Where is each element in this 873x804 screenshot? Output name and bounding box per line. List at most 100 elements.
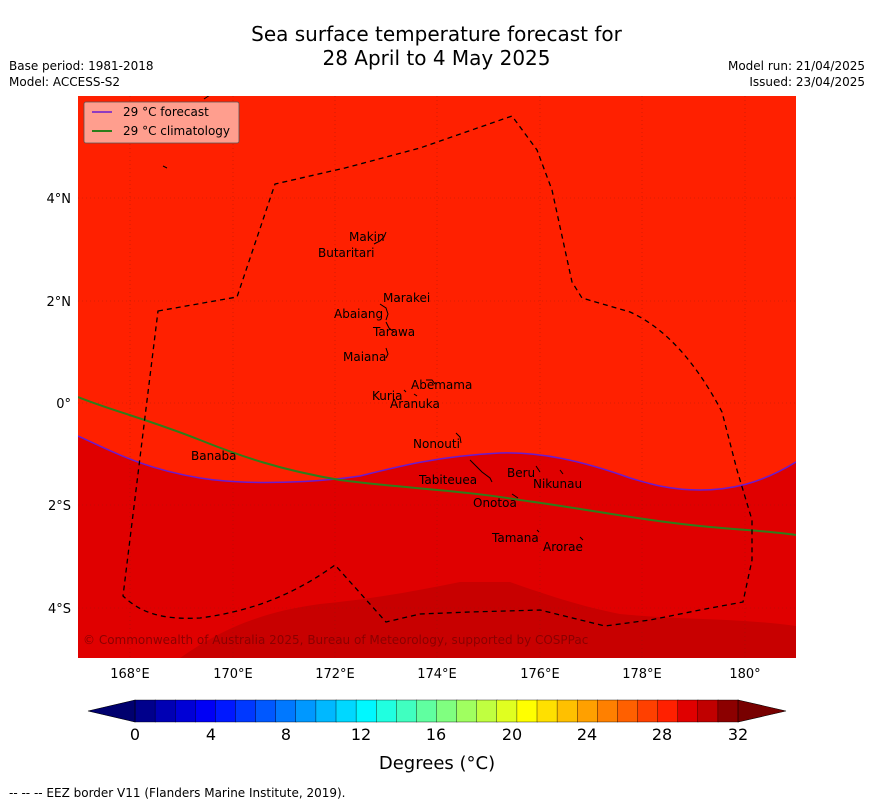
colorbar-segment (436, 699, 458, 723)
colorbar-segment (577, 699, 599, 723)
y-tick-2s: 2°S (48, 499, 71, 514)
colorbar-segment (456, 699, 478, 723)
island-label-tamana: Tamana (491, 531, 539, 545)
map-grid (78, 96, 796, 658)
colorbar-segment (295, 699, 317, 723)
title-line-2: 28 April to 4 May 2025 (322, 46, 551, 70)
x-tick-170: 170°E (213, 667, 253, 682)
x-tick-180: 180° (729, 667, 760, 682)
colorbar-segment (677, 699, 699, 723)
map-area: Makin Butaritari Marakei Abaiang Tarawa … (78, 96, 796, 658)
cbar-tick-16: 16 (426, 725, 446, 744)
forecast-29-contour (78, 435, 796, 491)
colorbar-low-extend (87, 699, 136, 723)
island-label-nikunau: Nikunau (533, 477, 582, 491)
colorbar-title: Degrees (°C) (379, 753, 495, 774)
sst-region-29-30 (78, 436, 796, 658)
colorbar-segment (697, 699, 719, 723)
colorbar-segment (315, 699, 337, 723)
arorae-shape (579, 536, 584, 541)
abemama-shape (426, 379, 436, 385)
colorbar-segment (617, 699, 639, 723)
y-tick-4s: 4°S (48, 602, 71, 617)
cbar-tick-20: 20 (502, 725, 522, 744)
sst-region-30-31 (180, 582, 796, 658)
colorbar-segment (355, 699, 377, 723)
island-label-butaritari: Butaritari (318, 246, 375, 260)
island-label-abemama: Abemama (411, 378, 472, 392)
cbar-tick-8: 8 (281, 725, 291, 744)
model-name: Model: ACCESS-S2 (9, 75, 121, 89)
colorbar-segment (335, 699, 357, 723)
model-run: Model run: 21/04/2025 (727, 59, 865, 73)
onotoa-shape (511, 493, 519, 499)
kuria-aranuka-shape (403, 389, 418, 397)
title-line-1: Sea surface temperature forecast for (251, 22, 622, 46)
island-shapes (162, 96, 584, 541)
island-label-makin: Makin (349, 230, 385, 244)
x-tick-176: 176°E (520, 667, 560, 682)
copyright-credit: © Commonwealth of Australia 2025, Bureau… (83, 633, 588, 647)
island-label-marakei: Marakei (383, 291, 430, 305)
legend-climatology-label: 29 °C climatology (123, 124, 230, 138)
colorbar-segment (235, 699, 257, 723)
cbar-tick-28: 28 (652, 725, 672, 744)
colorbar-segment (174, 699, 196, 723)
colorbar-segment (637, 699, 659, 723)
eez-footer-note: -- -- -- EEZ border V11 (Flanders Marine… (9, 786, 346, 800)
north-islet-shape (203, 96, 210, 100)
island-label-maiana: Maiana (343, 350, 386, 364)
nikunau-shape (559, 469, 564, 475)
colorbar-segment (154, 699, 176, 723)
tamana-shape (536, 529, 540, 533)
island-label-abaiang: Abaiang (334, 307, 383, 321)
eez-border (122, 115, 753, 627)
abaiang-shape (379, 303, 389, 321)
makin-shape (373, 231, 387, 245)
island-label-onotoa: Onotoa (473, 496, 517, 510)
island-label-beru: Beru (507, 466, 535, 480)
issued-date: Issued: 23/04/2025 (749, 75, 865, 89)
colorbar-segment (416, 699, 438, 723)
colorbar-ticks: 0 4 8 12 16 20 24 28 32 (130, 725, 748, 744)
island-label-nonouti: Nonouti (413, 437, 460, 451)
colorbar-segment (717, 699, 739, 723)
beru-shape (535, 465, 541, 473)
x-axis-ticks: 168°E 170°E 172°E 174°E 176°E 178°E 180° (110, 667, 760, 682)
climatology-29-contour (78, 396, 796, 536)
colorbar-segment (275, 699, 297, 723)
tabiteuea-shape (469, 459, 493, 483)
island-label-kuria: Kuria (372, 389, 403, 403)
colorbar-segment (496, 699, 518, 723)
island-label-aranuka: Aranuka (390, 397, 440, 411)
island-label-banaba: Banaba (191, 449, 237, 463)
colorbar-segment (597, 699, 619, 723)
colorbar-segment (516, 699, 538, 723)
island-label-tarawa: Tarawa (372, 325, 415, 339)
cbar-tick-0: 0 (130, 725, 140, 744)
cbar-tick-24: 24 (577, 725, 597, 744)
colorbar-segment (476, 699, 498, 723)
x-tick-174: 174°E (417, 667, 457, 682)
colorbar (87, 699, 787, 723)
colorbar-segment (657, 699, 679, 723)
map-legend: 29 °C forecast 29 °C climatology (83, 101, 240, 144)
cbar-tick-32: 32 (728, 725, 748, 744)
x-tick-168: 168°E (110, 667, 150, 682)
tarawa-shape (385, 321, 395, 333)
colorbar-segment (134, 699, 156, 723)
base-period: Base period: 1981-2018 (9, 59, 154, 73)
y-tick-2n: 2°N (47, 295, 72, 310)
north-west-islet-shape (162, 165, 168, 169)
colorbar-segment (215, 699, 237, 723)
colorbar-segment (556, 699, 578, 723)
colorbar-segment (536, 699, 558, 723)
legend-forecast-label: 29 °C forecast (123, 105, 209, 119)
colorbar-high-extend (737, 699, 787, 723)
colorbar-segment (255, 699, 277, 723)
cbar-tick-4: 4 (206, 725, 216, 744)
x-tick-178: 178°E (622, 667, 662, 682)
cbar-tick-12: 12 (351, 725, 371, 744)
island-label-tabiteuea: Tabiteuea (418, 473, 477, 487)
